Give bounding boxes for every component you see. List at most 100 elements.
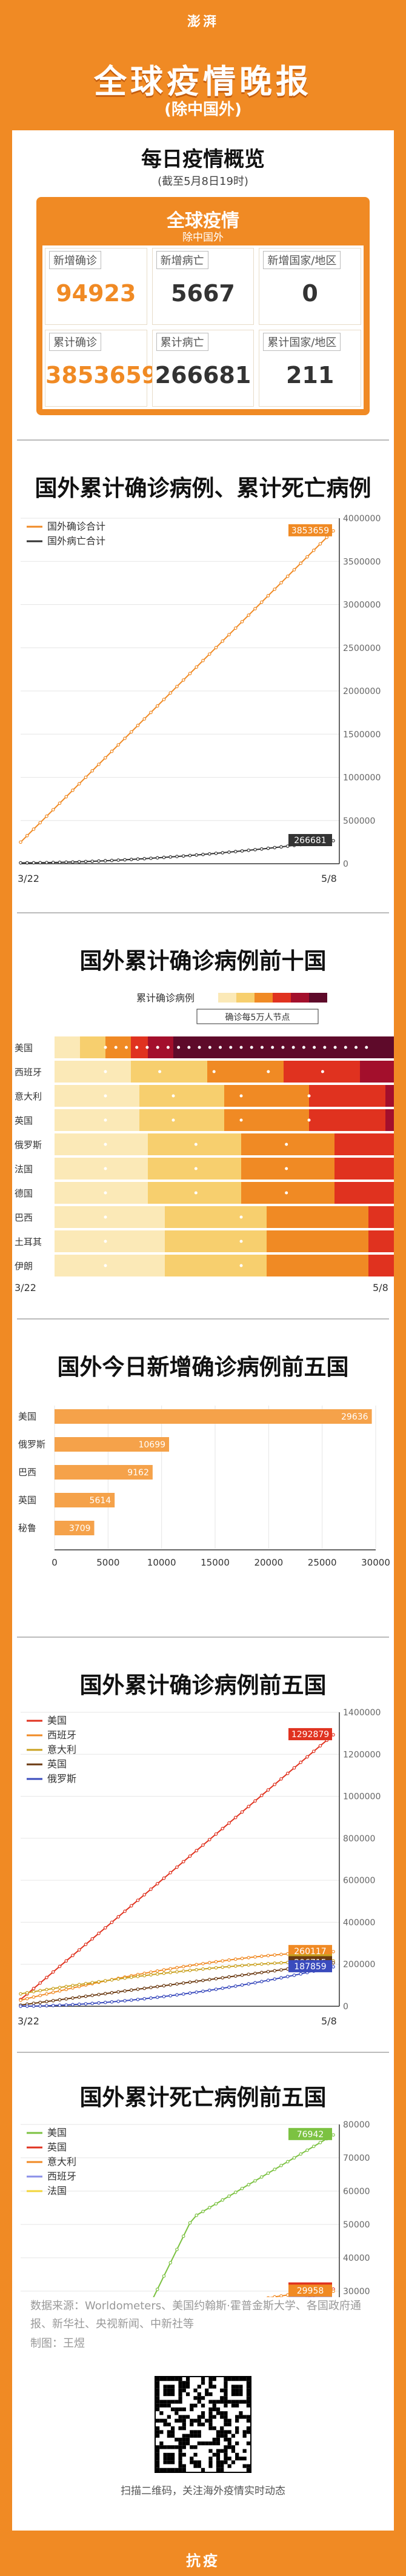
heatmap-cell [207,1206,216,1228]
heatmap-cell [360,1255,369,1276]
heatmap-cell [199,1061,208,1083]
heatmap-cell [156,1109,165,1131]
qr-module [224,2377,228,2381]
heatmap-cell [97,1036,106,1058]
qr-module [178,2384,182,2389]
heatmap-cell [326,1109,335,1131]
heatmap-cell [148,1109,157,1131]
heatmap-row-label: 法国 [15,1164,33,1175]
milestone-dot [194,1167,198,1170]
qr-module [170,2452,175,2457]
bar-value-label: 9162 [127,1468,149,1478]
series-point [142,856,147,861]
heatmap-cell [309,1230,318,1252]
qr-module [216,2400,221,2404]
milestone-dot [239,1094,243,1098]
series-point [331,1733,335,1737]
y-tick-label: 50000 [343,2220,370,2230]
heatmap-cell [156,1206,165,1228]
series-point [266,1961,270,1966]
series-point [253,1971,257,1975]
qr-module [167,2430,171,2434]
heatmap-cell [199,1133,208,1155]
heatmap-cell [292,1230,301,1252]
series-point [110,2000,114,2004]
heatmap-cell [309,1109,318,1131]
bar-category-label: 秘鲁 [18,1523,36,1533]
heatmap-cell [190,1230,199,1252]
heatmap-cell [114,1133,123,1155]
series-point [207,852,211,856]
qr-module [167,2445,171,2449]
heatmap-cell [301,1182,310,1204]
qr-module [178,2400,182,2404]
qr-module [224,2388,228,2392]
heatmap-cell [258,1061,267,1083]
series-point [331,529,335,533]
heatmap-cell [377,1109,386,1131]
kpi-value: 211 [285,362,334,389]
milestone-dot [285,1191,288,1195]
heatmap-cell [275,1230,284,1252]
series-point [181,1981,185,1985]
y-tick-label: 40000 [343,2254,370,2263]
kpi-card: 新增国家/地区 0 [259,248,361,325]
x-tick-label: 0 [52,1557,58,1568]
heatmap-cell [156,1036,165,1058]
heatmap-cell [97,1158,106,1180]
heatmap-cell [318,1109,327,1131]
heatmap-cell [224,1133,233,1155]
qr-module [163,2392,167,2397]
series-point [279,1952,283,1957]
series-point [227,850,231,854]
series-point [253,1963,257,1966]
qr-code[interactable] [155,2376,251,2473]
qr-module [197,2400,201,2404]
qr-module [178,2392,182,2397]
heatmap-cell [122,1061,131,1083]
series-point [175,2247,179,2252]
heatmap-cell [80,1133,89,1155]
series-point [168,2261,173,2264]
qr-module [246,2396,250,2400]
heatmap-cell [216,1061,225,1083]
heatmap-cell [88,1158,98,1180]
heatmap-cell [207,1182,216,1204]
qr-module [208,2422,213,2427]
series-point [32,2001,36,2005]
heatmap-cell [258,1085,267,1107]
series-point [149,1973,153,1977]
series-point [142,1997,147,2001]
kpi-value: 3853659 [45,362,158,389]
milestone-dot [104,1191,107,1195]
qr-module [185,2441,190,2446]
qr-module [208,2381,213,2385]
heatmap-cell [139,1036,148,1058]
heatmap-cell [385,1085,394,1107]
heatmap-cell [97,1085,106,1107]
heatmap-cell [224,1061,233,1083]
heatmap-cell [97,1133,106,1155]
qr-module [246,2464,250,2468]
qr-module [170,2460,175,2464]
series-point [201,2209,205,2214]
milestone-dot [208,1046,211,1049]
series-point [201,1967,205,1971]
qr-module [175,2418,179,2423]
legend-label: 美国 [47,2127,67,2138]
series-point [207,1978,211,1981]
series-point [64,860,68,864]
chart4-title: 国外累计确诊病例前五国 [79,1672,327,1698]
qr-module [212,2377,216,2381]
heatmap-cell [360,1230,369,1252]
heatmap-cell [122,1109,131,1131]
series-point [84,2002,88,2006]
series-point [90,769,95,773]
heatmap-cell [173,1061,182,1083]
qr-module [246,2384,250,2389]
series-point [240,1957,244,1960]
series-point [19,1992,22,1996]
qr-module [197,2460,201,2464]
series-point [168,1983,173,1987]
heatmap-cell [165,1061,174,1083]
